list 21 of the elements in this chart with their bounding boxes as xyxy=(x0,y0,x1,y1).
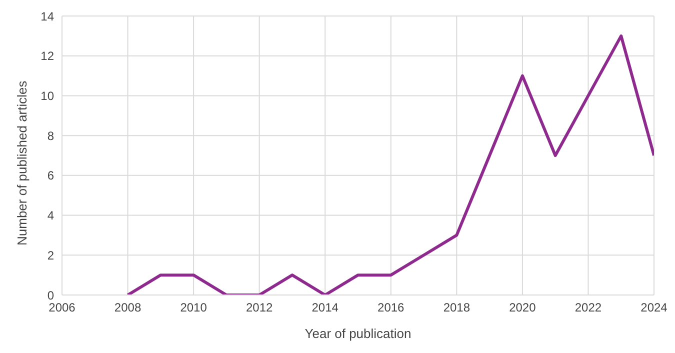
x-tick-label: 2014 xyxy=(312,300,339,315)
x-tick-label: 2008 xyxy=(114,300,142,315)
x-tick-label: 2010 xyxy=(180,300,208,315)
x-axis-title: Year of publication xyxy=(304,326,412,342)
y-tick-label: 14 xyxy=(40,9,54,24)
x-tick-label: 2018 xyxy=(443,300,470,315)
x-tick-label: 2024 xyxy=(640,300,668,315)
y-tick-label: 6 xyxy=(47,168,54,183)
y-tick-label: 12 xyxy=(40,49,54,64)
x-tick-label: 2006 xyxy=(48,300,76,315)
y-tick-label: 4 xyxy=(47,208,54,223)
x-tick-label: 2012 xyxy=(246,300,274,315)
y-tick-label: 8 xyxy=(47,128,54,143)
x-tick-label: 2020 xyxy=(509,300,536,315)
y-tick-label: 0 xyxy=(47,288,54,302)
y-tick-label: 10 xyxy=(40,88,54,103)
y-axis-title: Number of published articles xyxy=(14,80,30,246)
x-tick-label: 2016 xyxy=(378,300,405,315)
x-tick-label: 2022 xyxy=(574,300,602,315)
line-series xyxy=(126,34,654,295)
y-tick-label: 2 xyxy=(47,248,54,262)
